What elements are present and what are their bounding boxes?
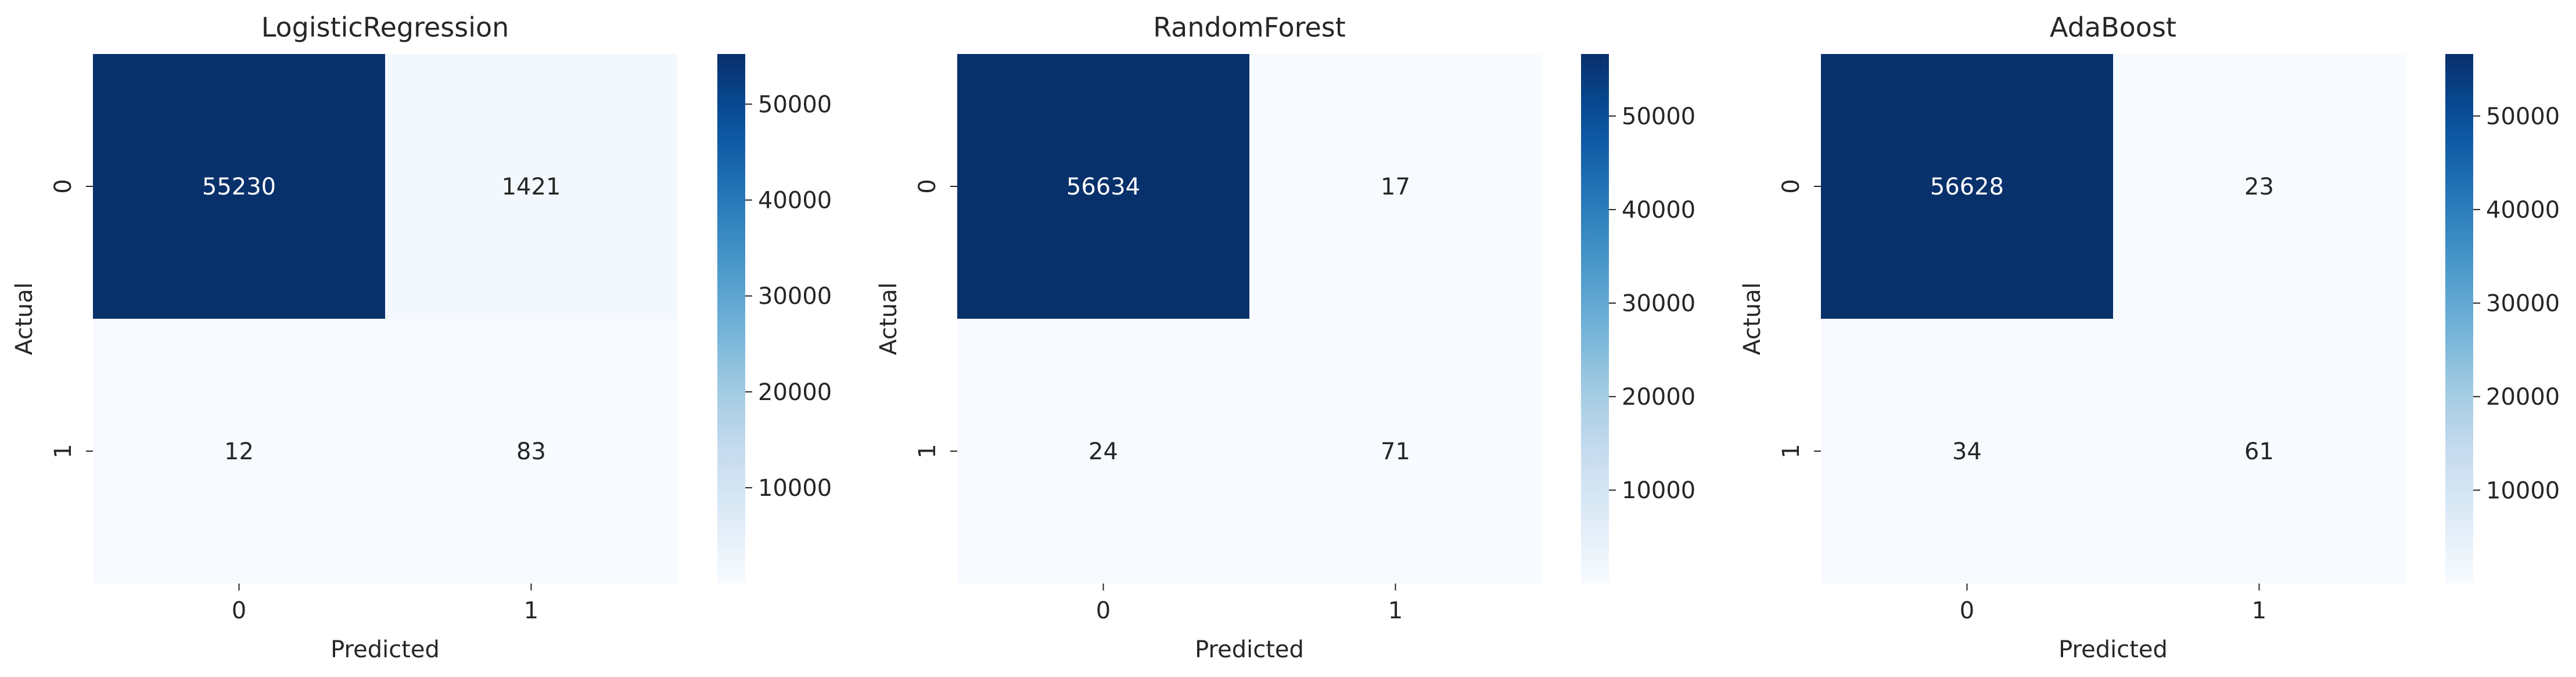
y-tick-label: 1 bbox=[1778, 444, 1805, 458]
colorbar-tick-label: 40000 bbox=[2486, 197, 2560, 224]
heatmap-cell-r1-c1 bbox=[1249, 319, 1542, 584]
chart-title: LogisticRegression bbox=[261, 12, 509, 43]
heatmap-cell-r0-c1 bbox=[1249, 54, 1542, 319]
x-axis-label: Predicted bbox=[330, 636, 440, 663]
heatmap-cell-r1-c0 bbox=[1821, 319, 2113, 584]
heatmap-panel-0: 55230 1421 12 83 LogisticRegression 0 1 Predict… bbox=[11, 12, 832, 663]
heatmap-cell-r1-c1 bbox=[2113, 319, 2405, 584]
cell-value-label: 12 bbox=[224, 438, 254, 465]
y-tick-label: 0 bbox=[50, 179, 77, 193]
x-axis-label: Predicted bbox=[1195, 636, 1304, 663]
cell-value-label: 56628 bbox=[1930, 174, 2004, 200]
heatmap-cell-r1-c0 bbox=[93, 319, 385, 584]
colorbar-tick-label: 10000 bbox=[2486, 477, 2560, 504]
colorbar-tick-label: 30000 bbox=[1622, 290, 1695, 317]
heatmap-cell-r1-c1 bbox=[385, 319, 677, 584]
cell-value-label: 24 bbox=[1088, 438, 1118, 465]
x-tick-label: 1 bbox=[2252, 597, 2266, 624]
colorbar-tick-label: 20000 bbox=[1622, 384, 1695, 410]
x-tick-label: 0 bbox=[232, 597, 246, 624]
cell-value-label: 34 bbox=[1952, 438, 1982, 465]
y-axis-label: Actual bbox=[875, 282, 902, 355]
x-tick-label: 1 bbox=[524, 597, 538, 624]
y-tick-label: 0 bbox=[1778, 179, 1805, 193]
chart-title: RandomForest bbox=[1153, 12, 1346, 43]
cell-value-label: 61 bbox=[2244, 438, 2274, 465]
colorbar-tick-label: 20000 bbox=[758, 379, 832, 406]
colorbar-tick-label: 50000 bbox=[758, 91, 832, 118]
colorbar-tick-label: 30000 bbox=[2486, 290, 2560, 317]
colorbar-tick-label: 10000 bbox=[758, 475, 832, 502]
chart-title: AdaBoost bbox=[2050, 12, 2176, 43]
colorbar-tick-label: 30000 bbox=[758, 283, 832, 310]
heatmap-cell-r0-c1 bbox=[385, 54, 677, 319]
cell-value-label: 71 bbox=[1381, 438, 1410, 465]
colorbar-tick-label: 20000 bbox=[2486, 384, 2560, 410]
colorbar-tick-label: 50000 bbox=[2486, 103, 2560, 130]
colorbar-tick-label: 50000 bbox=[1622, 103, 1695, 130]
x-tick-label: 0 bbox=[1960, 597, 1974, 624]
x-axis-label: Predicted bbox=[2058, 636, 2168, 663]
colorbar bbox=[1581, 54, 1609, 584]
y-tick-label: 1 bbox=[50, 444, 77, 458]
cell-value-label: 1421 bbox=[502, 174, 561, 200]
heatmap-cell-r0-c0 bbox=[1821, 54, 2113, 319]
colorbar-tick-label: 40000 bbox=[1622, 197, 1695, 224]
colorbar bbox=[717, 54, 745, 584]
heatmap-panel-1: 56634 17 24 71 RandomForest 0 1 Predicted 0 1 Actu… bbox=[875, 12, 1695, 663]
colorbar-tick-label: 10000 bbox=[1622, 477, 1695, 504]
y-tick-label: 1 bbox=[914, 444, 941, 458]
heatmap-cell-r1-c0 bbox=[957, 319, 1249, 584]
x-tick-label: 0 bbox=[1096, 597, 1111, 624]
y-axis-label: Actual bbox=[1739, 282, 1766, 355]
colorbar bbox=[2445, 54, 2473, 584]
x-tick-label: 1 bbox=[1388, 597, 1403, 624]
cell-value-label: 17 bbox=[1381, 174, 1410, 200]
cell-value-label: 23 bbox=[2244, 174, 2274, 200]
y-tick-label: 0 bbox=[914, 179, 941, 193]
cell-value-label: 56634 bbox=[1066, 174, 1140, 200]
heatmap-panel-2: 56628 23 34 61 AdaBoost 0 1 Predicted 0 1 Actual 10… bbox=[1739, 12, 2560, 663]
cell-value-label: 55230 bbox=[202, 174, 276, 200]
cell-value-label: 83 bbox=[516, 438, 546, 465]
colorbar-tick-label: 40000 bbox=[758, 188, 832, 214]
heatmap-cell-r0-c0 bbox=[957, 54, 1249, 319]
heatmap-cell-r0-c0 bbox=[93, 54, 385, 319]
y-axis-label: Actual bbox=[11, 282, 38, 355]
heatmap-cell-r0-c1 bbox=[2113, 54, 2405, 319]
